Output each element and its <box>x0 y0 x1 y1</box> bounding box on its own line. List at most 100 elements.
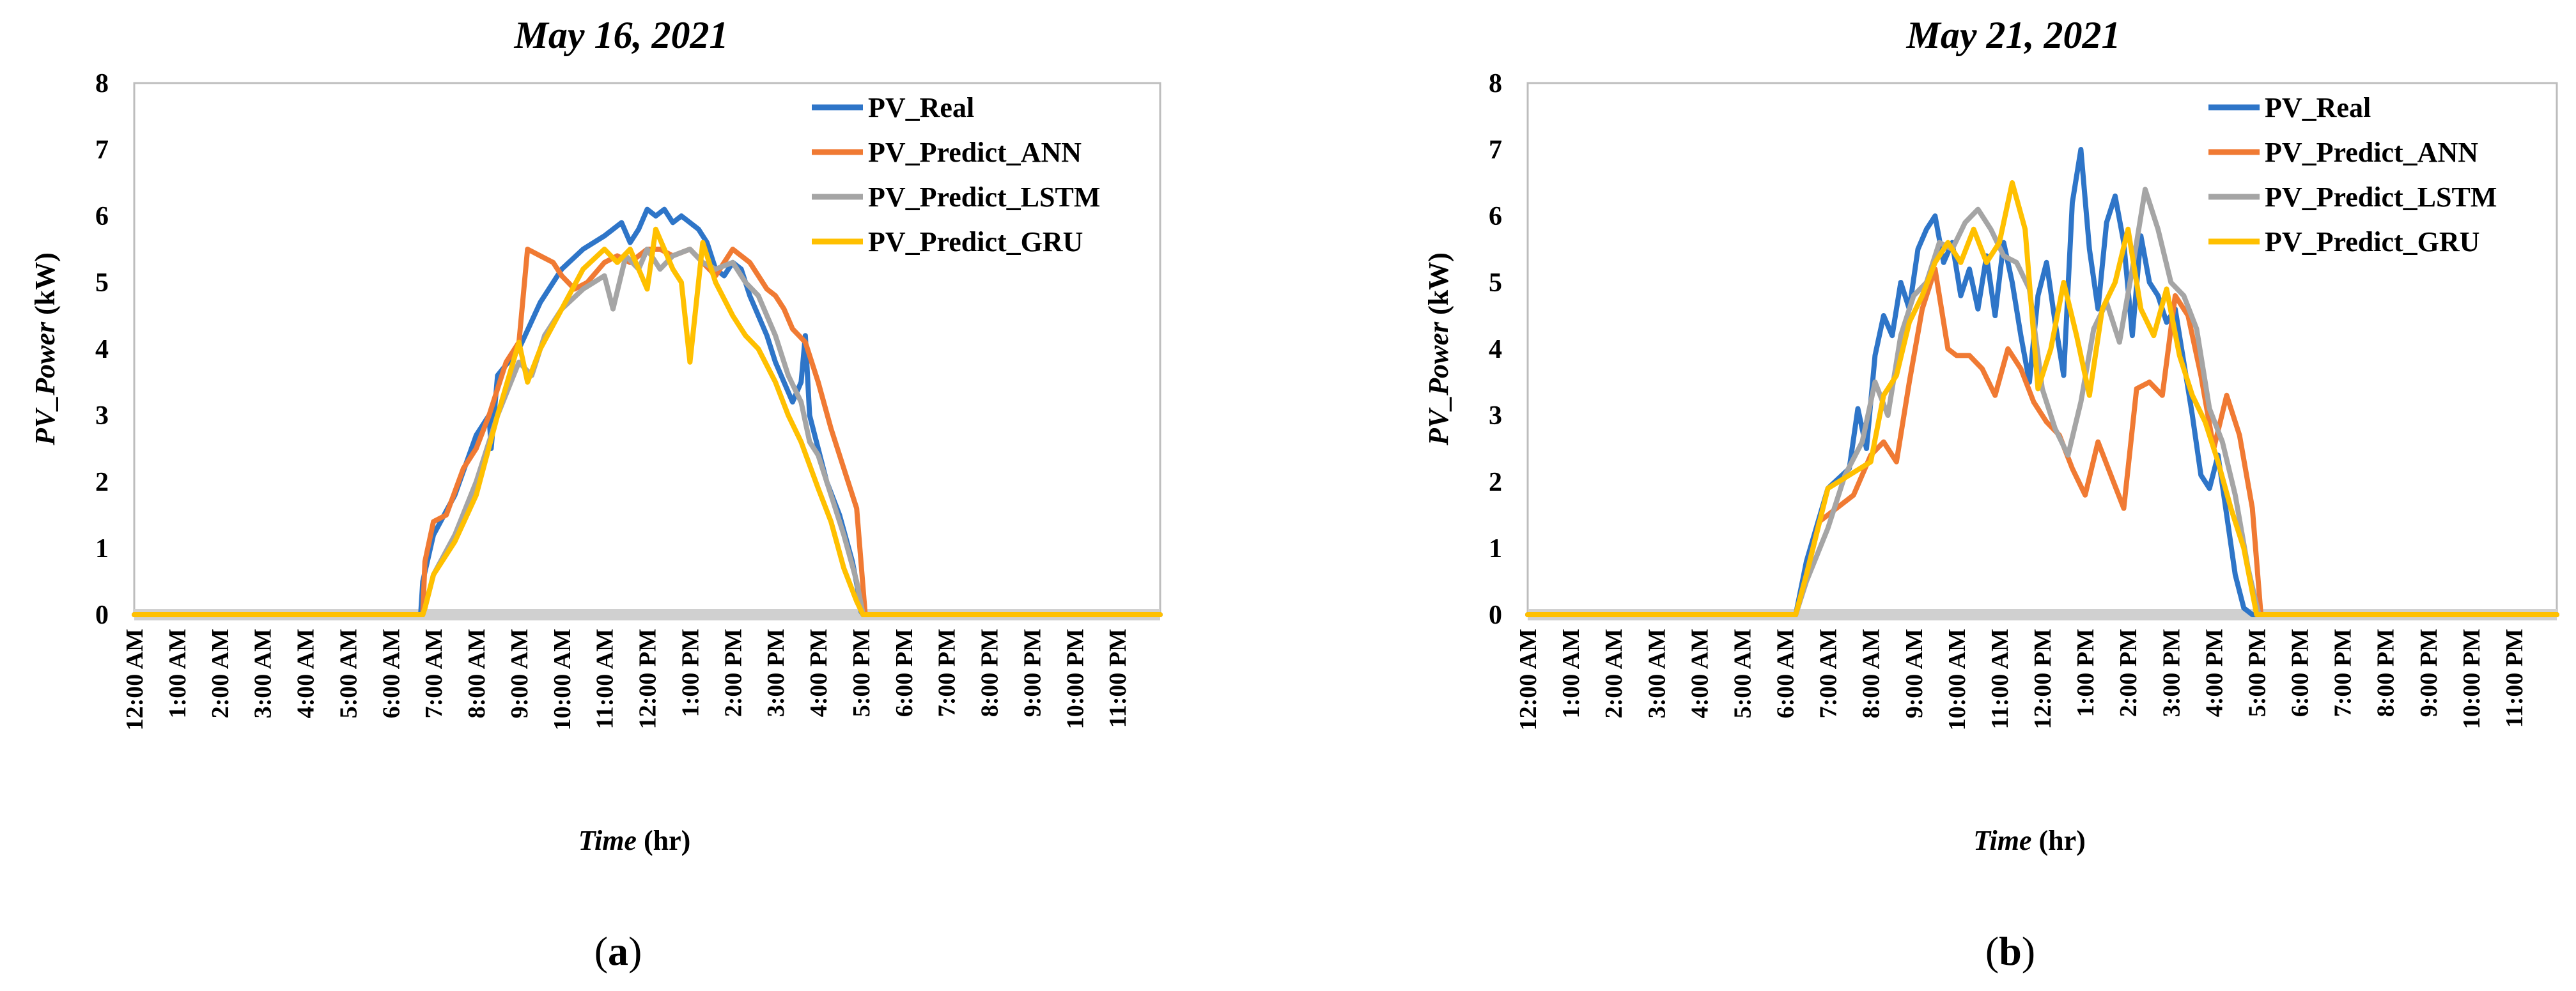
x-tick-label: 6:00 AM <box>1773 629 1799 718</box>
y-axis-title-unit: (kW) <box>1423 252 1454 322</box>
y-tick-label: 7 <box>95 135 109 165</box>
x-tick-label: 12:00 PM <box>2029 629 2056 729</box>
y-axis-title: PV_Power (kW) <box>1423 252 1454 446</box>
x-tick-label: 7:00 PM <box>2330 629 2357 717</box>
x-tick-label: 5:00 AM <box>1729 629 1756 718</box>
x-tick-label: 11:00 AM <box>592 629 619 729</box>
x-tick-label: 6:00 PM <box>891 629 918 717</box>
x-tick-label: 8:00 AM <box>463 629 490 718</box>
y-tick-label: 8 <box>95 69 109 98</box>
x-tick-label: 6:00 PM <box>2287 629 2314 717</box>
series-line-pv-real <box>1525 147 2559 617</box>
x-tick-label: 3:00 PM <box>2158 629 2185 717</box>
x-tick-label: 12:00 AM <box>1515 629 1542 730</box>
x-tick-label: 7:00 AM <box>1815 629 1842 718</box>
x-tick-label: 8:00 PM <box>2373 629 2400 717</box>
x-tick-label: 5:00 AM <box>335 629 362 718</box>
x-tick-label: 5:00 PM <box>2244 629 2270 717</box>
y-tick-label: 5 <box>95 268 109 298</box>
legend-label: PV_Predict_GRU <box>868 226 1083 257</box>
x-tick-label: 3:00 AM <box>1643 629 1670 718</box>
series-line-pv-predict-gru <box>132 226 1163 617</box>
x-tick-label: 12:00 AM <box>121 629 148 730</box>
x-tick-label: 1:00 PM <box>2072 629 2099 717</box>
x-axis-title-italic: Time <box>1973 825 2031 856</box>
x-tick-label: 4:00 PM <box>805 629 832 717</box>
x-tick-label: 1:00 PM <box>677 629 704 717</box>
x-tick-label: 1:00 AM <box>1558 629 1585 718</box>
y-tick-label: 1 <box>95 534 109 564</box>
y-tick-label: 7 <box>1489 135 1502 165</box>
y-axis-title-italic: PV_Power <box>29 321 61 446</box>
y-tick-label: 4 <box>1489 335 1502 364</box>
x-tick-label: 10:00 PM <box>2458 629 2485 729</box>
x-tick-label: 9:00 AM <box>506 629 533 718</box>
x-tick-label: 2:00 AM <box>1601 629 1627 718</box>
panel-label-open: ( <box>1985 928 1999 974</box>
x-tick-label: 2:00 AM <box>207 629 234 718</box>
x-tick-label: 10:00 AM <box>1944 629 1971 730</box>
y-tick-label: 2 <box>95 468 109 497</box>
x-tick-label: 5:00 PM <box>848 629 875 717</box>
panel-label-letter: b <box>1999 928 2022 974</box>
y-tick-label: 4 <box>95 335 109 364</box>
x-axis-title: Time (hr) <box>1973 825 2086 856</box>
x-tick-label: 2:00 PM <box>2115 629 2142 717</box>
legend-label: PV_Predict_LSTM <box>2265 181 2497 213</box>
legend-label: PV_Real <box>868 92 974 123</box>
panel-label-letter: a <box>608 928 628 974</box>
x-tick-label: 4:00 PM <box>2201 629 2228 717</box>
chart-panel-b: May 21, 2021 0 1 2 3 4 5 6 7 8 12:00 AM 1:00 AM 2:00… <box>1423 14 2559 974</box>
legend-label: PV_Predict_ANN <box>868 137 1082 168</box>
panel-label-open: ( <box>594 928 608 974</box>
x-tick-label: 8:00 AM <box>1858 629 1885 718</box>
chart-title: May 21, 2021 <box>1906 14 2121 56</box>
x-tick-label: 11:00 AM <box>1987 629 2013 729</box>
x-tick-label: 9:00 AM <box>1901 629 1928 718</box>
x-axis-title: Time (hr) <box>578 825 691 856</box>
x-tick-label: 4:00 AM <box>1686 629 1713 718</box>
legend-label: PV_Predict_LSTM <box>868 181 1100 213</box>
x-axis-title-unit: (hr) <box>637 825 690 856</box>
x-tick-label: 1:00 AM <box>164 629 191 718</box>
y-axis-title-italic: PV_Power <box>1423 321 1454 446</box>
x-tick-label: 6:00 AM <box>378 629 405 718</box>
series-line-pv-predict-gru <box>1525 180 2559 617</box>
x-tick-label: 11:00 PM <box>1105 629 1131 728</box>
x-tick-label: 3:00 AM <box>250 629 277 718</box>
x-axis-title-italic: Time <box>578 825 637 856</box>
y-tick-label: 1 <box>1489 534 1502 564</box>
x-tick-label: 12:00 PM <box>635 629 662 729</box>
x-tick-label: 2:00 PM <box>720 629 747 717</box>
panel-label: (b) <box>1985 928 2035 974</box>
panel-label-close: ) <box>628 928 642 974</box>
x-tick-label: 9:00 PM <box>2416 629 2442 717</box>
y-tick-label: 3 <box>95 401 109 431</box>
series-line-pv-real <box>132 206 1163 617</box>
chart-panel-a: May 16, 2021 0 1 2 3 4 5 6 7 8 12:00 AM 1:00 AM 2:00… <box>29 14 1163 974</box>
legend-label: PV_Predict_ANN <box>2265 137 2478 168</box>
y-tick-label: 5 <box>1489 268 1502 298</box>
x-tick-label: 10:00 AM <box>549 629 576 730</box>
x-tick-label: 9:00 PM <box>1019 629 1046 717</box>
legend-label: PV_Real <box>2265 92 2371 123</box>
x-tick-label: 3:00 PM <box>763 629 789 717</box>
panel-label-close: ) <box>2022 928 2035 974</box>
y-tick-label: 2 <box>1489 468 1502 497</box>
y-tick-label: 3 <box>1489 401 1502 431</box>
panel-label: (a) <box>594 928 642 974</box>
y-tick-label: 8 <box>1489 69 1502 98</box>
x-tick-label: 7:00 AM <box>421 629 447 718</box>
y-tick-label: 0 <box>95 601 109 630</box>
y-tick-label: 6 <box>95 202 109 231</box>
legend-label: PV_Predict_GRU <box>2265 226 2479 257</box>
x-axis-title-unit: (hr) <box>2031 825 2085 856</box>
y-tick-label: 0 <box>1489 601 1502 630</box>
chart-title: May 16, 2021 <box>514 14 729 56</box>
series-line-pv-predict-ann <box>1525 266 2559 617</box>
x-tick-label: 7:00 PM <box>934 629 961 717</box>
x-tick-label: 11:00 PM <box>2501 629 2528 728</box>
x-tick-label: 8:00 PM <box>977 629 1004 717</box>
x-tick-label: 4:00 AM <box>293 629 320 718</box>
